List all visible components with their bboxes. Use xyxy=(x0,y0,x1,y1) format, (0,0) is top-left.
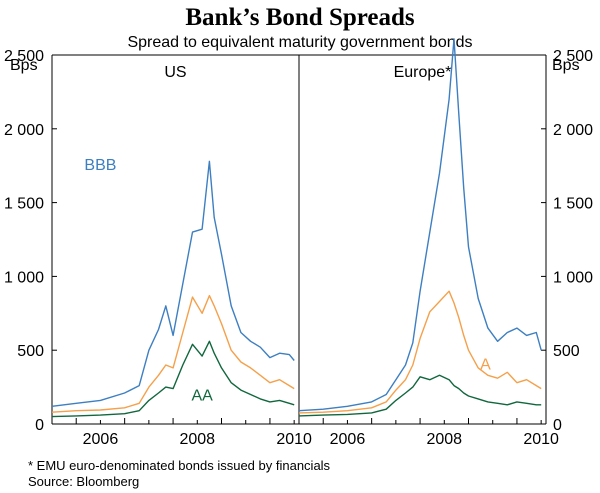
series-line-a xyxy=(298,290,542,414)
y-tick-label-left: 0 xyxy=(35,417,44,434)
footnote: * EMU euro-denominated bonds issued by f… xyxy=(28,458,331,473)
series-line-bbb xyxy=(51,160,295,407)
chart-notes: * EMU euro-denominated bonds issued by f… xyxy=(28,458,330,490)
series-label-bbb: BBB xyxy=(84,157,116,174)
y-tick-label-left: 1 500 xyxy=(4,196,44,213)
y-tick-label-right: 1 500 xyxy=(553,196,593,213)
panel-title: Europe* xyxy=(394,64,452,81)
series-line-a xyxy=(51,294,295,413)
x-tick-label: 2006 xyxy=(330,431,366,448)
y-tick-label-right: 500 xyxy=(553,343,580,360)
chart-subtitle: Spread to equivalent maturity government… xyxy=(127,34,473,51)
chart-title: Bank’s Bond Spreads xyxy=(185,4,415,31)
series-label-a: A xyxy=(480,356,491,373)
series-line-aa xyxy=(51,340,295,418)
x-tick-label: 2010 xyxy=(276,431,312,448)
source-note: Source: Bloomberg xyxy=(28,474,140,489)
y-axis-unit-right: Bps xyxy=(552,57,580,74)
y-tick-label-right: 2 000 xyxy=(553,122,593,139)
series-line-bbb xyxy=(298,38,542,412)
x-tick-label: 2008 xyxy=(179,431,215,448)
x-tick-label: 2010 xyxy=(523,431,559,448)
y-tick-label-right: 0 xyxy=(553,417,562,434)
y-tick-label-left: 2 500 xyxy=(4,48,44,65)
panel-title: US xyxy=(164,64,186,81)
y-tick-label-right: 1 000 xyxy=(553,269,593,286)
x-tick-label: 2006 xyxy=(83,431,119,448)
y-tick-label-left: 2 000 xyxy=(4,122,44,139)
y-tick-label-right: 2 500 xyxy=(553,48,593,65)
y-tick-label-left: 1 000 xyxy=(4,269,44,286)
y-tick-label-left: 500 xyxy=(17,343,44,360)
x-tick-label: 2008 xyxy=(426,431,462,448)
series-line-aa xyxy=(298,374,542,417)
series-label-aa: AA xyxy=(191,387,213,404)
y-axis-unit-left: Bps xyxy=(10,57,38,74)
